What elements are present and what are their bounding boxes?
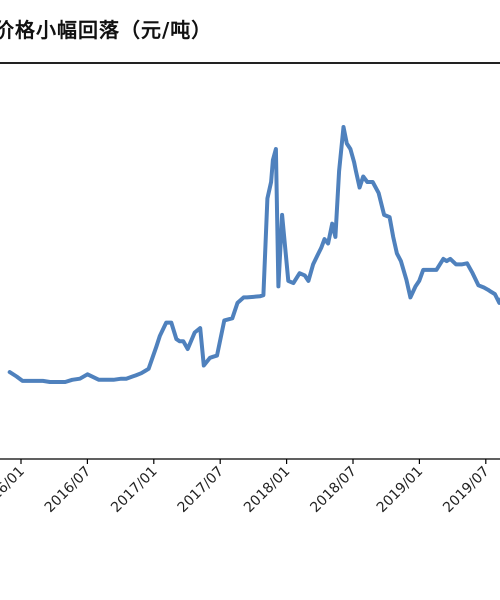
x-ticks-group: 2016/01 2016/07 2017/01 2017/07 2018/01 2018/… bbox=[0, 459, 493, 516]
x-tick-label: 2018/07 bbox=[307, 464, 359, 516]
x-tick-label: 2016/07 bbox=[42, 464, 94, 516]
x-tick-label: 2019/01 bbox=[374, 464, 426, 516]
title-underline bbox=[0, 62, 500, 64]
series-group bbox=[7, 125, 500, 384]
x-tick-label: 2017/01 bbox=[108, 464, 160, 516]
x-tick-label: 2017/07 bbox=[175, 464, 227, 516]
price-series-line bbox=[7, 125, 500, 384]
x-tick-label: 2019/07 bbox=[440, 464, 492, 516]
chart-title: 价格小幅回落（元/吨） bbox=[0, 18, 213, 42]
x-tick-label: 2016/01 bbox=[0, 464, 28, 516]
x-tick-label: 2018/01 bbox=[241, 464, 293, 516]
